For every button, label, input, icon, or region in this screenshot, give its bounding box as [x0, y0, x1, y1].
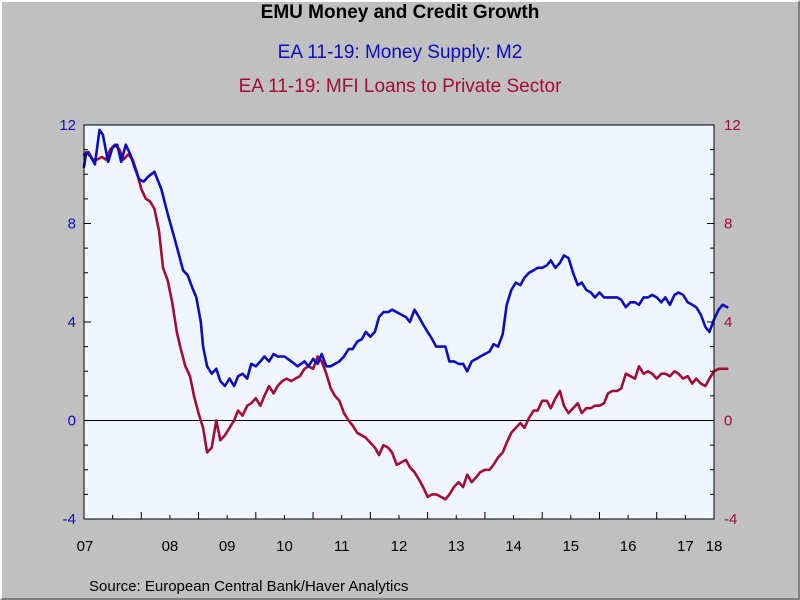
x-axis-ticks [83, 512, 715, 519]
plot-area [84, 125, 714, 519]
x-tick-label: 11 [334, 538, 350, 555]
loans-series-line [82, 143, 729, 501]
x-tick-label: 15 [562, 538, 579, 555]
y-tick-label-left: 4 [68, 314, 76, 331]
y-tick-label-right: 8 [724, 216, 732, 233]
y-tick-label-right: -4 [724, 511, 737, 528]
x-tick-label: 13 [448, 538, 465, 555]
y-tick-label-right: 0 [724, 413, 732, 430]
left-y-axis-labels: -4 0 4 8 12 [59, 117, 76, 528]
series-title-loans: EA 11-19: MFI Loans to Private Sector [238, 76, 562, 97]
right-y-axis-labels: -4 0 4 8 12 [724, 117, 741, 528]
chart-title: EMU Money and Credit Growth [260, 2, 540, 23]
source-note: Source: European Central Bank/Haver Anal… [89, 578, 409, 595]
x-tick-label: 10 [276, 538, 293, 555]
y-tick-label-left: 12 [59, 117, 76, 134]
x-tick-label: 18 [706, 538, 723, 555]
y-tick-label-left: 0 [68, 413, 76, 430]
x-tick-label: 08 [162, 538, 179, 555]
series-lines [82, 128, 729, 501]
series-title-m2: EA 11-19: Money Supply: M2 [277, 42, 523, 63]
x-tick-label: 09 [219, 538, 236, 555]
y-tick-label-left: -4 [63, 511, 76, 528]
x-tick-label: 17 [677, 538, 694, 555]
x-axis-labels: 07 08 09 10 11 12 13 14 15 16 17 18 [77, 538, 723, 555]
x-tick-label: 14 [505, 538, 522, 555]
x-tick-label: 07 [77, 538, 94, 555]
y-tick-label-right: 12 [724, 117, 741, 134]
x-tick-label: 16 [620, 538, 637, 555]
m2-series-line [82, 128, 729, 388]
x-tick-label: 12 [391, 538, 408, 555]
plot-border [83, 124, 715, 520]
y-tick-label-left: 8 [68, 216, 76, 233]
y-tick-label-right: 4 [724, 314, 732, 331]
